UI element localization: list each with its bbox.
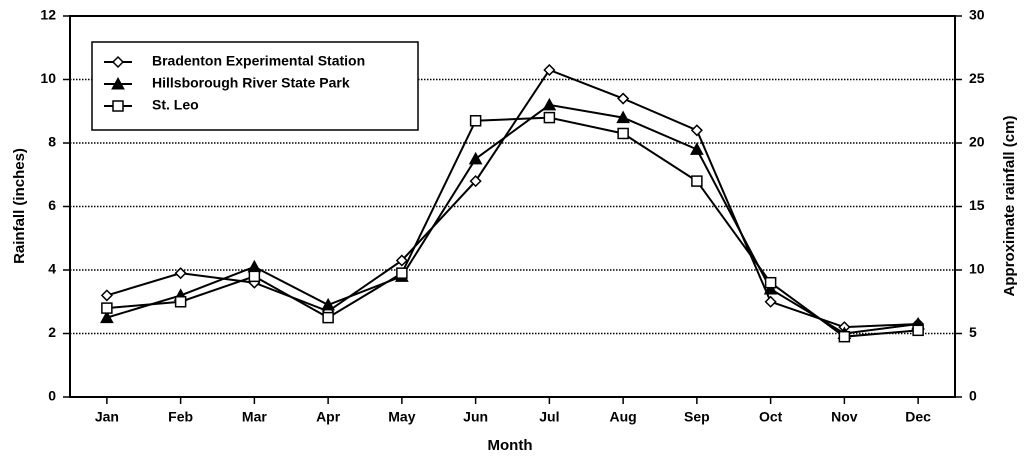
marker xyxy=(395,254,408,267)
marker xyxy=(321,297,335,311)
y2-tick-label: 25 xyxy=(969,70,985,86)
y2-tick-label: 5 xyxy=(969,324,977,340)
x-tick-label: Apr xyxy=(316,409,341,425)
marker xyxy=(468,151,483,165)
marker xyxy=(100,289,113,302)
legend-label: Hillsborough River State Park xyxy=(152,75,350,91)
x-tick-label: Oct xyxy=(759,409,783,425)
y-tick-label: 4 xyxy=(48,261,56,277)
marker xyxy=(617,92,630,105)
marker xyxy=(764,276,777,289)
x-tick-label: Jul xyxy=(539,409,559,425)
y2-axis-label: Approximate rainfall (cm) xyxy=(1001,116,1018,297)
y2-tick-label: 30 xyxy=(969,7,985,23)
marker xyxy=(764,295,777,308)
marker xyxy=(543,63,556,77)
x-tick-label: Mar xyxy=(242,409,267,425)
legend-box xyxy=(91,41,419,131)
y-tick-label: 8 xyxy=(48,134,56,150)
marker xyxy=(248,270,261,283)
marker xyxy=(616,110,630,124)
marker xyxy=(247,259,262,273)
legend-label: St. Leo xyxy=(152,97,199,113)
marker xyxy=(542,97,557,111)
x-tick-label: Sep xyxy=(684,409,710,425)
marker xyxy=(111,55,125,69)
legend-label: Bradenton Experimental Station xyxy=(152,53,365,69)
marker xyxy=(690,142,704,155)
marker xyxy=(174,296,187,308)
y2-tick-label: 10 xyxy=(969,261,985,277)
y-tick-label: 10 xyxy=(40,70,56,86)
marker xyxy=(100,310,114,324)
marker xyxy=(469,175,482,188)
plot-frame xyxy=(69,15,956,398)
x-axis-label: Month xyxy=(488,437,533,454)
marker xyxy=(838,330,851,343)
y2-tick-label: 0 xyxy=(969,388,977,404)
marker xyxy=(690,124,703,137)
marker xyxy=(101,302,113,314)
x-tick-label: Aug xyxy=(610,409,637,425)
y-axis-label: Rainfall (inches) xyxy=(11,148,28,264)
marker xyxy=(322,311,334,324)
y-tick-label: 12 xyxy=(40,7,56,23)
x-tick-label: Dec xyxy=(905,409,931,425)
marker xyxy=(111,76,125,90)
y-tick-label: 2 xyxy=(48,324,56,340)
marker xyxy=(396,267,408,279)
marker xyxy=(763,282,778,295)
series-line xyxy=(106,103,919,335)
x-tick-label: May xyxy=(388,409,415,425)
marker xyxy=(912,324,924,337)
marker xyxy=(617,127,629,140)
x-tick-label: Jun xyxy=(463,409,488,425)
marker xyxy=(543,111,556,124)
marker xyxy=(174,267,187,280)
y2-tick-label: 20 xyxy=(969,134,985,150)
x-tick-label: Nov xyxy=(831,409,858,425)
marker xyxy=(469,115,482,127)
series-line xyxy=(106,116,919,338)
x-tick-label: Jan xyxy=(95,409,119,425)
x-tick-label: Feb xyxy=(168,409,193,425)
y2-tick-label: 15 xyxy=(969,197,985,213)
marker xyxy=(691,175,703,187)
y-tick-label: 0 xyxy=(48,388,56,404)
y-tick-label: 6 xyxy=(48,197,56,213)
marker xyxy=(112,100,124,112)
